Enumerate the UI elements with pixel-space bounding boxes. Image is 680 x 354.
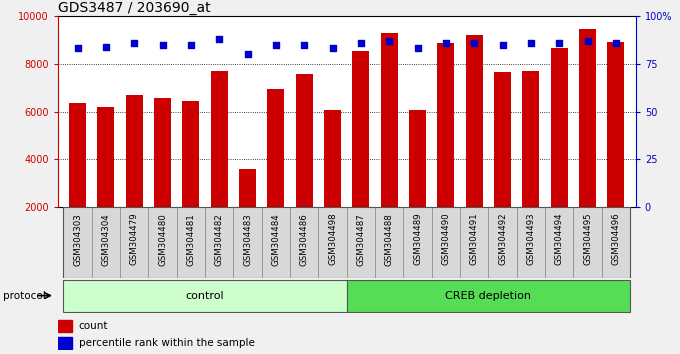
Bar [432, 207, 460, 278]
Bar [148, 207, 177, 278]
Text: GSM304492: GSM304492 [498, 213, 507, 266]
Text: GSM304480: GSM304480 [158, 213, 167, 266]
Text: GSM304488: GSM304488 [385, 213, 394, 266]
Bar [517, 207, 545, 278]
Point [271, 42, 282, 47]
Bar [607, 42, 624, 255]
Bar [347, 207, 375, 278]
Bar [494, 72, 511, 255]
Text: count: count [79, 321, 108, 331]
Point [497, 42, 508, 47]
Bar [177, 207, 205, 278]
Bar [239, 169, 256, 255]
Text: GDS3487 / 203690_at: GDS3487 / 203690_at [58, 1, 210, 15]
Bar [460, 207, 488, 278]
Bar [290, 207, 318, 278]
Text: GSM304303: GSM304303 [73, 213, 82, 266]
Bar [120, 207, 148, 278]
Bar [573, 207, 602, 278]
Text: GSM304483: GSM304483 [243, 213, 252, 266]
Text: GSM304496: GSM304496 [611, 213, 620, 266]
Point [554, 40, 565, 46]
Text: GSM304491: GSM304491 [470, 213, 479, 266]
Text: GSM304304: GSM304304 [101, 213, 110, 266]
Text: GSM304486: GSM304486 [300, 213, 309, 266]
Text: GSM304489: GSM304489 [413, 213, 422, 266]
Bar [318, 207, 347, 278]
Text: GSM304493: GSM304493 [526, 213, 535, 266]
Bar [126, 95, 143, 255]
Bar [154, 98, 171, 255]
Bar [522, 71, 539, 255]
Bar [211, 71, 228, 255]
Bar [233, 207, 262, 278]
Point [412, 46, 423, 51]
Text: percentile rank within the sample: percentile rank within the sample [79, 338, 254, 348]
Bar [409, 110, 426, 255]
Text: GSM304495: GSM304495 [583, 213, 592, 266]
Bar [324, 110, 341, 255]
Point [214, 36, 225, 42]
Text: GSM304494: GSM304494 [555, 213, 564, 266]
Point [242, 51, 253, 57]
Bar [579, 29, 596, 255]
Bar [58, 337, 73, 349]
Bar [97, 107, 114, 255]
Bar [437, 44, 454, 255]
Bar [63, 207, 92, 278]
Bar [375, 207, 403, 278]
Point [186, 42, 197, 47]
Text: GSM304484: GSM304484 [271, 213, 280, 266]
Bar [63, 280, 347, 312]
Bar [262, 207, 290, 278]
Bar [488, 207, 517, 278]
Bar [381, 33, 398, 255]
Point [469, 40, 480, 46]
Bar [602, 207, 630, 278]
Point [157, 42, 168, 47]
Bar [92, 207, 120, 278]
Bar [403, 207, 432, 278]
Bar [551, 48, 568, 255]
Point [72, 46, 83, 51]
Text: protocol: protocol [3, 291, 46, 301]
Text: control: control [186, 291, 224, 301]
Point [129, 40, 140, 46]
Text: GSM304487: GSM304487 [356, 213, 365, 266]
Bar [182, 101, 199, 255]
Point [101, 44, 112, 49]
Bar [69, 103, 86, 255]
Bar [296, 74, 313, 255]
Bar [267, 89, 284, 255]
Text: CREB depletion: CREB depletion [445, 291, 532, 301]
Bar [352, 51, 369, 255]
Point [611, 40, 622, 46]
Text: GSM304479: GSM304479 [130, 213, 139, 266]
Text: GSM304482: GSM304482 [215, 213, 224, 266]
Bar [205, 207, 233, 278]
Point [384, 38, 395, 44]
Text: GSM304490: GSM304490 [441, 213, 450, 266]
Point [526, 40, 537, 46]
Bar [466, 35, 483, 255]
Point [582, 38, 593, 44]
Bar [58, 320, 73, 332]
Bar [545, 207, 573, 278]
Text: GSM304498: GSM304498 [328, 213, 337, 266]
Bar [347, 280, 630, 312]
Point [327, 46, 338, 51]
Point [299, 42, 310, 47]
Point [356, 40, 367, 46]
Point [441, 40, 452, 46]
Text: GSM304481: GSM304481 [186, 213, 195, 266]
